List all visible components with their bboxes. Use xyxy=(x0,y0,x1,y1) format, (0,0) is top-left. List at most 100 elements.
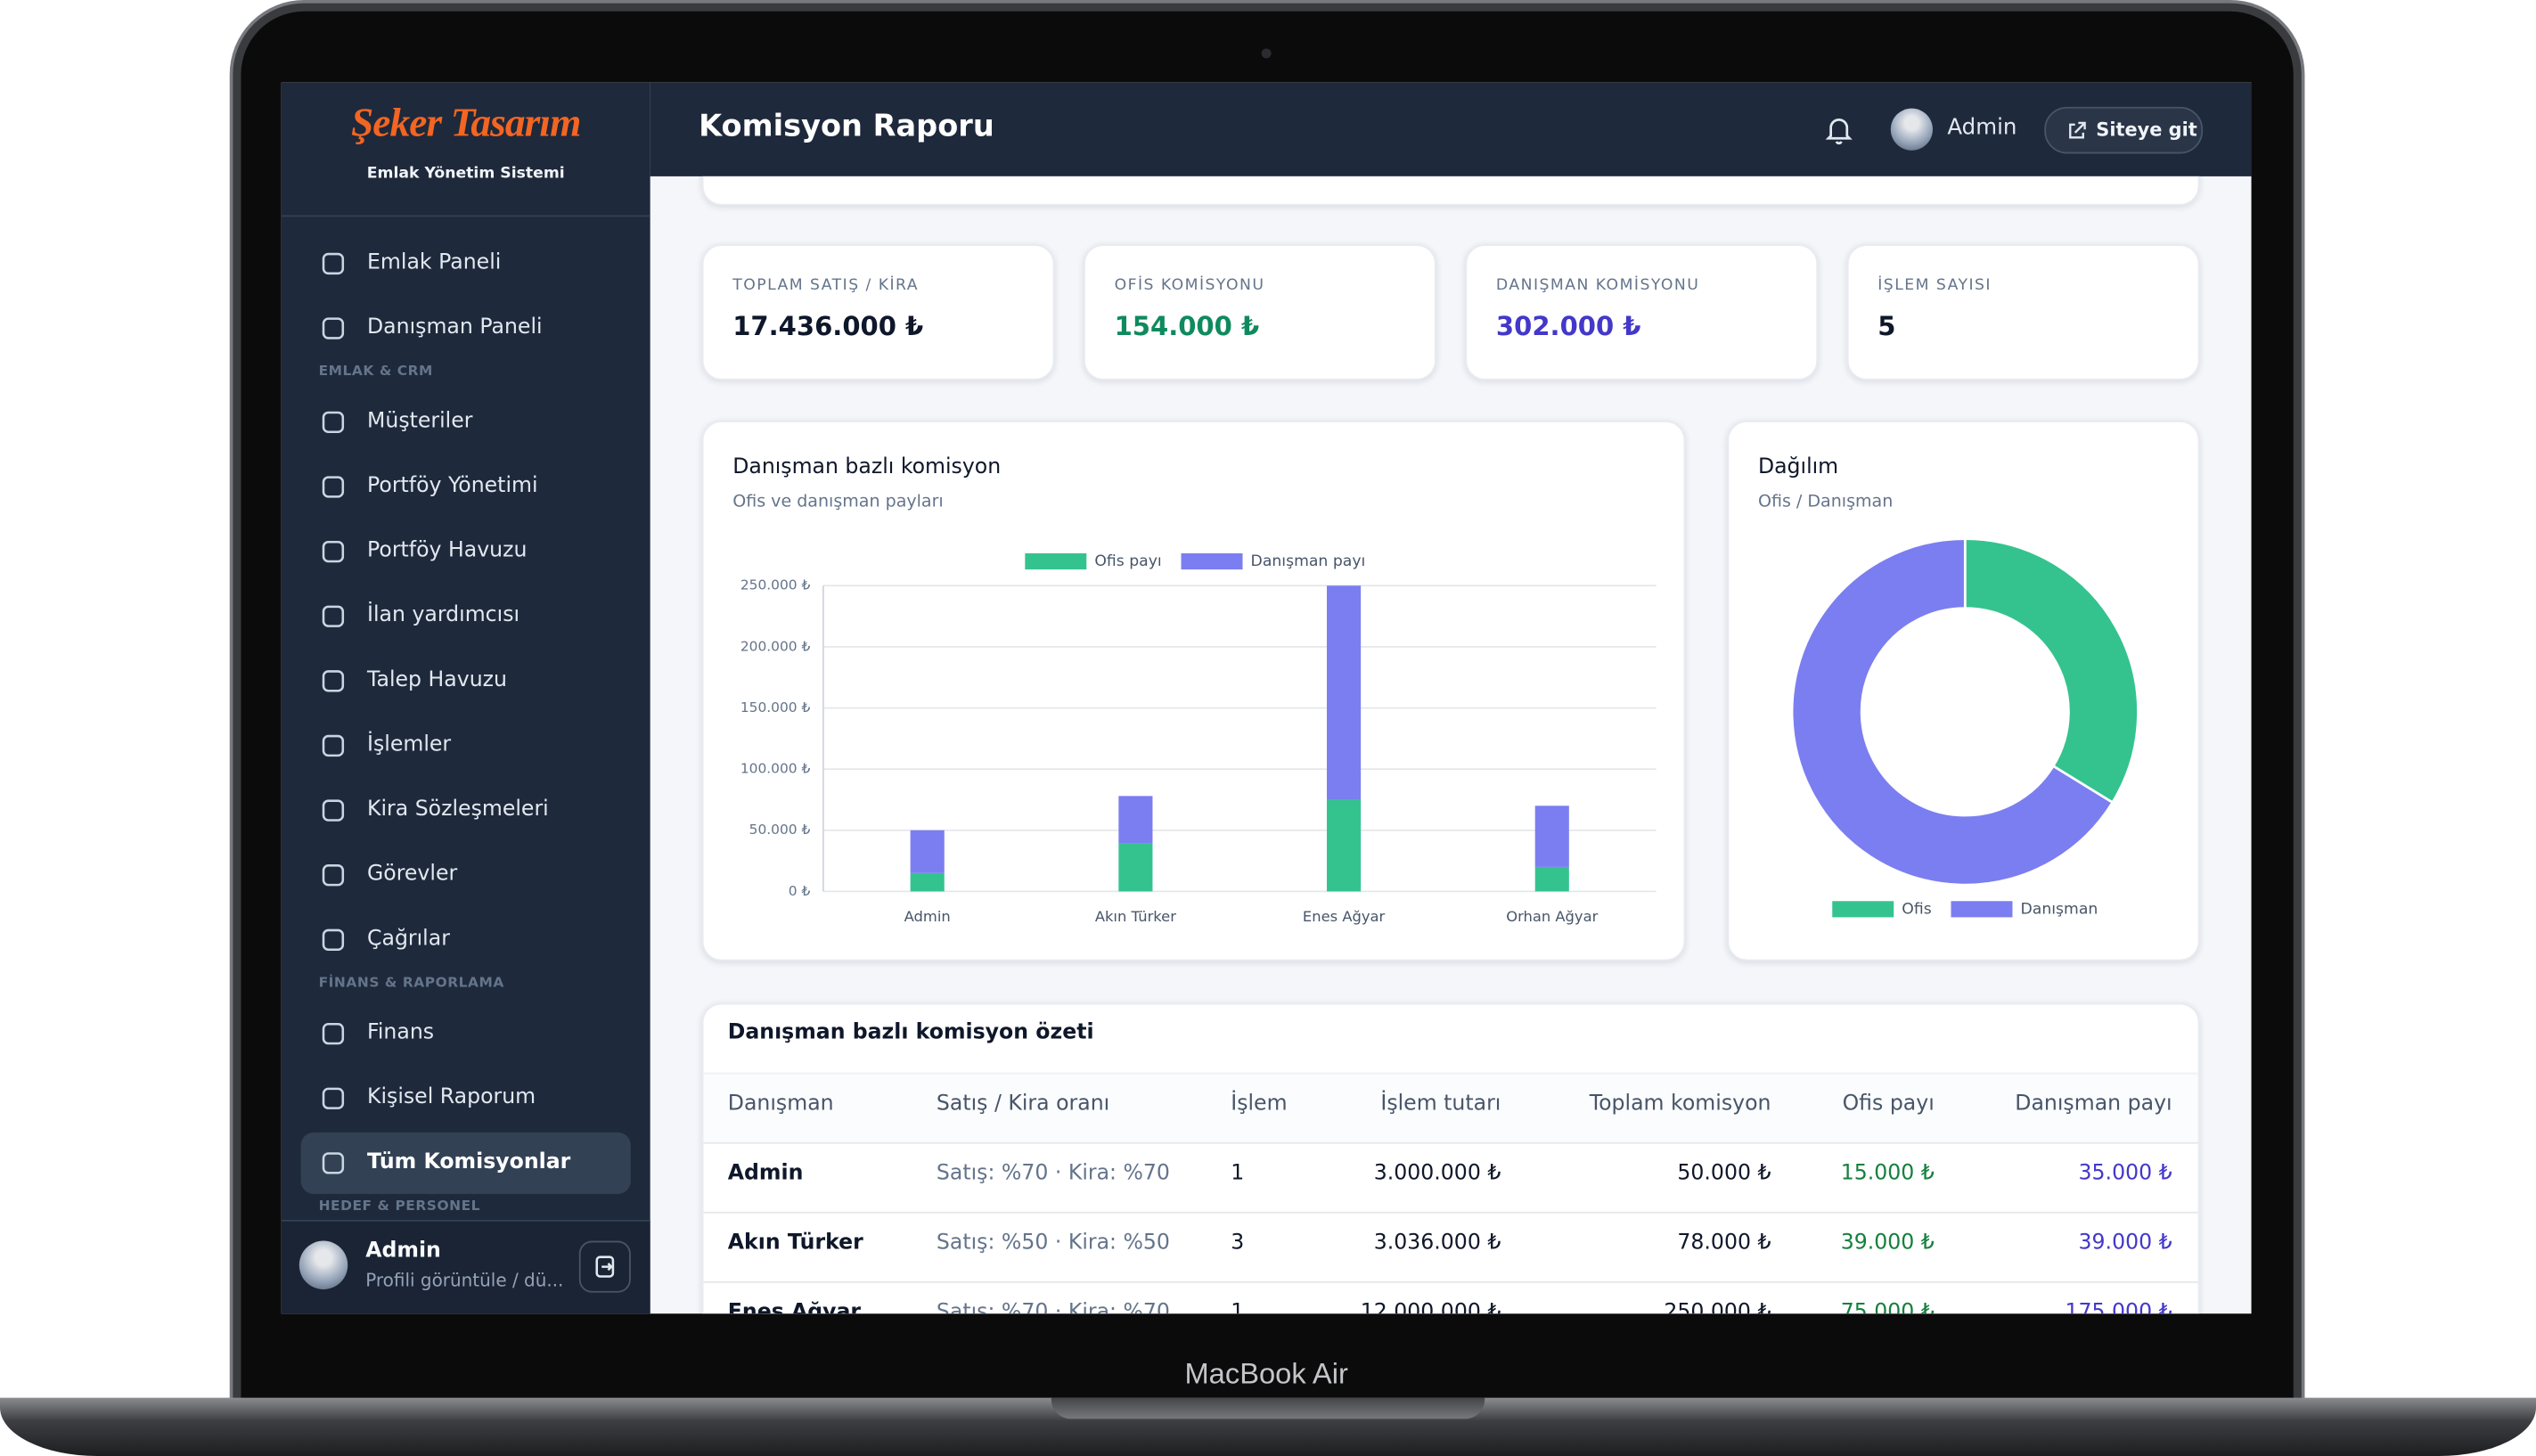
divider xyxy=(281,215,650,217)
chart-subtitle: Ofis ve danışman payları xyxy=(732,491,944,511)
menu-icon-shape xyxy=(322,317,345,339)
table-card: Danışman bazlı komisyon özeti Danışman Sat… xyxy=(701,1002,2200,1314)
menu-icon-shape xyxy=(322,1152,345,1174)
menu-item[interactable]: Emlak Paneli xyxy=(367,250,502,275)
site-button[interactable]: Siteye git xyxy=(2044,106,2204,154)
doughnut-segment xyxy=(1963,537,2139,805)
menu-item[interactable]: Kişisel Raporum xyxy=(367,1085,536,1110)
bar-segment xyxy=(910,872,945,892)
user-name[interactable]: Admin xyxy=(365,1239,441,1264)
menu-icon xyxy=(322,1022,345,1045)
table-cell: Admin xyxy=(727,1161,804,1186)
menu-icon xyxy=(322,411,345,434)
menu-icon-shape xyxy=(322,1087,345,1109)
legend-swatch xyxy=(1832,901,1894,918)
sidebar: Şeker Tasarım Emlak Yönetim Sistemi Admi… xyxy=(281,82,650,1314)
header-avatar[interactable] xyxy=(1890,108,1933,151)
menu-item[interactable]: Talep Havuzu xyxy=(367,667,508,693)
x-tick-label: Admin xyxy=(904,908,951,925)
menu-item[interactable]: Tüm Komisyonlar xyxy=(367,1149,571,1175)
stat-label: İŞLEM SAYISI xyxy=(1877,276,1992,295)
row-divider xyxy=(703,1211,2198,1214)
menu-icon-shape xyxy=(322,864,345,887)
row-divider xyxy=(703,1280,2198,1283)
bar-segment xyxy=(1534,806,1569,867)
menu-item[interactable]: İşlemler xyxy=(367,732,452,757)
legend-swatch xyxy=(1951,901,2013,918)
user-avatar[interactable] xyxy=(299,1240,348,1290)
stat-card: OFİS KOMİSYONU 154.000 ₺ xyxy=(1084,244,1436,380)
menu-icon xyxy=(322,317,345,339)
bar-segment xyxy=(910,830,945,873)
menu-icon xyxy=(322,1087,345,1109)
doughnut-card: Dağılım Ofis / Danışman Ofis Danışman xyxy=(1727,421,2200,961)
x-tick-label: Akın Türker xyxy=(1095,908,1176,925)
table-cell: 78.000 ₺ xyxy=(1677,1231,1771,1256)
doughnut-segment xyxy=(1790,537,2115,887)
legend: Ofis Danışman xyxy=(1832,900,2098,918)
menu-icon-shape xyxy=(322,252,345,275)
stat-value: 17.436.000 ₺ xyxy=(732,310,924,342)
table-cell: Enes Ağyar xyxy=(727,1300,862,1314)
table-header-cell: Danışman xyxy=(727,1092,834,1117)
menu-icon-shape xyxy=(322,734,345,757)
menu-icon xyxy=(322,540,345,563)
logout-button[interactable] xyxy=(578,1240,631,1293)
filter-card xyxy=(701,176,2200,206)
menu-item[interactable]: Kira Sözleşmeleri xyxy=(367,798,549,822)
menu-item[interactable]: Müşteriler xyxy=(367,409,473,434)
table-cell: 1 xyxy=(1231,1300,1245,1314)
section-label: HEDEF & PERSONEL xyxy=(318,1198,481,1215)
screen: Şeker Tasarım Emlak Yönetim Sistemi Admi… xyxy=(281,82,2252,1314)
section-label: EMLAK & CRM xyxy=(318,364,433,380)
menu-item[interactable]: Danışman Paneli xyxy=(367,315,543,340)
table-header-cell: İşlem tutarı xyxy=(1380,1092,1501,1117)
table-header-cell: İşlem xyxy=(1231,1092,1288,1117)
table-header-cell: Toplam komisyon xyxy=(1589,1092,1771,1117)
menu-icon xyxy=(322,670,345,692)
menu-item[interactable]: Çağrılar xyxy=(367,927,450,952)
bar-segment xyxy=(1534,866,1569,892)
legend: Ofis payı Danışman payı xyxy=(1025,552,1365,570)
menu-item[interactable]: Portföy Havuzu xyxy=(367,538,528,563)
y-tick-label: 200.000 ₺ xyxy=(740,638,811,654)
menu-icon-shape xyxy=(322,670,345,692)
header-user[interactable]: Admin xyxy=(1947,114,2017,141)
table-header-cell: Danışman payı xyxy=(2015,1092,2172,1117)
camera xyxy=(1261,48,1272,59)
table-cell: 15.000 ₺ xyxy=(1840,1161,1935,1186)
menu-item[interactable]: İlan yardımcısı xyxy=(367,603,520,628)
notification-bell[interactable] xyxy=(1823,113,1855,145)
table-cell: Satış: %50 · Kira: %50 xyxy=(936,1231,1170,1256)
stat-label: TOPLAM SATIŞ / KİRA xyxy=(732,276,920,295)
bar-chart: Danışman bazlı komisyon Ofis ve danışman … xyxy=(732,454,1657,925)
menu-icon xyxy=(322,864,345,887)
table-cell: 39.000 ₺ xyxy=(2078,1231,2172,1256)
device-label: MacBook Air xyxy=(1184,1357,1348,1390)
stat-label: DANIŞMAN KOMİSYONU xyxy=(1495,276,1700,295)
chart-title: Dağılım xyxy=(1758,454,1838,479)
menu-icon xyxy=(322,605,345,627)
menu-icon-shape xyxy=(322,799,345,822)
section-label: FİNANS & RAPORLAMA xyxy=(318,975,504,992)
menu-icon xyxy=(322,1152,345,1174)
menu-icon-shape xyxy=(322,411,345,434)
y-tick-label: 250.000 ₺ xyxy=(740,577,811,593)
laptop-notch xyxy=(1051,1397,1485,1419)
table-cell: 75.000 ₺ xyxy=(1840,1300,1935,1314)
bar-segment xyxy=(1327,799,1362,892)
legend-label: Ofis xyxy=(1902,900,1931,918)
menu-icon-shape xyxy=(322,476,345,498)
menu-item[interactable]: Finans xyxy=(367,1020,435,1045)
table-cell: 12.000.000 ₺ xyxy=(1360,1300,1501,1314)
bar-segment xyxy=(1327,585,1362,800)
y-tick-label: 150.000 ₺ xyxy=(740,699,811,716)
external-icon xyxy=(2069,121,2086,139)
menu-item[interactable]: Görevler xyxy=(367,862,458,887)
doughnut-chart: Dağılım Ofis / Danışman Ofis Danışman xyxy=(1758,454,2139,918)
table-cell: 3.000.000 ₺ xyxy=(1373,1161,1501,1186)
user-link[interactable]: Profili görüntüle / dü... xyxy=(365,1270,564,1291)
logo: Şeker Tasarım xyxy=(350,102,581,146)
page-title: Komisyon Raporu xyxy=(699,110,994,144)
menu-item[interactable]: Portföy Yönetimi xyxy=(367,473,538,499)
